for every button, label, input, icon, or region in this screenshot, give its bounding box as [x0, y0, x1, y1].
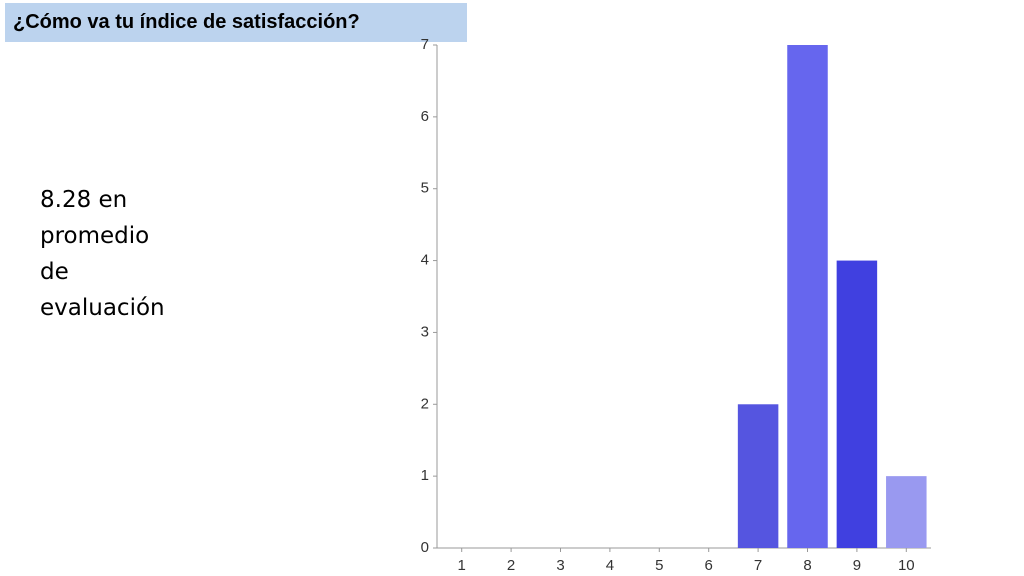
- x-tick-label: 9: [853, 557, 861, 574]
- bar: [886, 476, 927, 548]
- bar: [787, 45, 828, 548]
- x-tick-label: 4: [606, 557, 614, 574]
- x-tick-label: 1: [458, 557, 466, 574]
- y-tick-label: 7: [421, 36, 429, 53]
- y-tick-label: 6: [421, 108, 429, 125]
- x-tick-label: 2: [507, 557, 515, 574]
- x-tick-label: 3: [556, 557, 564, 574]
- y-tick-label: 3: [421, 323, 429, 340]
- bar: [737, 404, 779, 548]
- x-tick-label: 7: [754, 557, 762, 574]
- annotation: 8.28 en promedio de evaluación: [40, 187, 165, 321]
- x-tick-label: 5: [655, 557, 663, 574]
- y-tick-label: 4: [421, 252, 429, 269]
- bar: [836, 260, 878, 548]
- x-tick-label: 6: [705, 557, 713, 574]
- slide-title: ¿Cómo va tu índice de satisfacción?: [5, 3, 467, 42]
- y-tick-label: 5: [421, 180, 429, 197]
- x-tick-label: 10: [898, 557, 915, 574]
- x-tick-label: 8: [803, 557, 811, 574]
- y-tick-label: 2: [421, 395, 429, 412]
- y-tick-label: 1: [421, 467, 429, 484]
- y-tick-label: 0: [421, 539, 429, 556]
